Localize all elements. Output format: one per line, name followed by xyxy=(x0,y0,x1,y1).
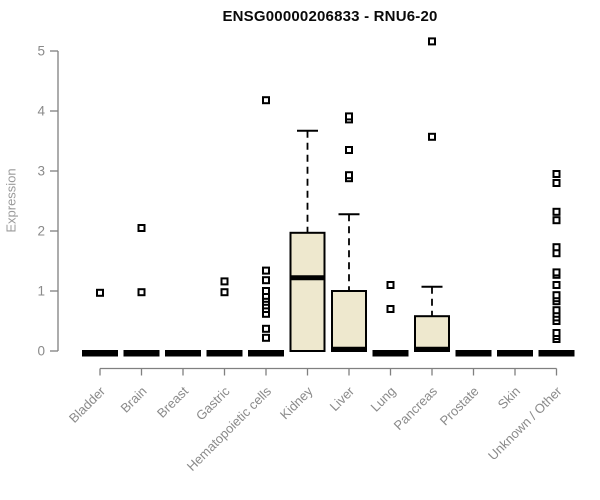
y-tick-label: 1 xyxy=(37,284,45,299)
x-category-label: Gastric xyxy=(193,383,233,423)
collapsed-box-Gastric xyxy=(206,350,243,357)
x-category-label: Prostate xyxy=(437,384,482,429)
outlier-point xyxy=(552,243,561,252)
outlier-point xyxy=(262,96,270,105)
outlier-point xyxy=(345,171,353,180)
outlier-point xyxy=(345,146,353,154)
x-category-label: Bladder xyxy=(66,383,109,426)
outlier-point xyxy=(552,207,561,216)
box-Pancreas xyxy=(414,315,450,353)
outlier-point xyxy=(428,37,436,46)
collapsed-box-Lung xyxy=(372,350,409,357)
outlier-point xyxy=(552,216,561,225)
outlier-point xyxy=(552,329,561,337)
collapsed-box-Skin xyxy=(497,350,533,357)
outlier-point xyxy=(137,288,146,297)
outlier-point xyxy=(552,306,561,315)
outlier-point xyxy=(262,276,270,285)
y-tick-label: 0 xyxy=(37,344,45,359)
outlier-point xyxy=(137,224,146,232)
x-category-label: Unknown / Other xyxy=(485,383,565,463)
x-category-label: Skin xyxy=(495,384,523,412)
outlier-point xyxy=(552,268,561,277)
y-tick-label: 5 xyxy=(37,44,45,59)
outlier-point xyxy=(220,277,229,286)
outlier-point xyxy=(386,281,395,289)
x-category-label: Breast xyxy=(154,383,191,420)
outlier-point xyxy=(552,170,561,178)
collapsed-box-Bladder xyxy=(82,350,118,357)
outlier-point xyxy=(552,179,561,187)
outlier-point xyxy=(386,305,395,313)
y-tick-label: 2 xyxy=(37,224,45,239)
chart-title: ENSG00000206833 - RNU6-20 xyxy=(222,8,438,25)
outlier-point xyxy=(262,333,270,342)
collapsed-box-Prostate xyxy=(455,350,492,357)
outlier-point xyxy=(552,291,561,300)
x-category-label: Brain xyxy=(118,384,150,416)
collapsed-box-Breast xyxy=(165,350,201,357)
x-category-label: Liver xyxy=(327,383,358,414)
outlier-point xyxy=(262,266,270,275)
y-tick-label: 4 xyxy=(37,104,45,119)
collapsed-box-Brain xyxy=(123,350,160,357)
outlier-point xyxy=(96,288,104,297)
x-category-label: Kidney xyxy=(277,383,316,422)
y-axis-title: Expression xyxy=(3,168,19,233)
box-Kidney xyxy=(289,231,326,352)
outlier-point xyxy=(428,132,436,141)
outlier-point xyxy=(262,287,270,295)
y-tick-label: 3 xyxy=(37,164,45,179)
outlier-point xyxy=(345,112,353,121)
outlier-point xyxy=(220,288,229,297)
box-Liver xyxy=(331,290,367,352)
collapsed-box-Hematopoieticcells xyxy=(248,350,284,357)
outlier-point xyxy=(262,324,270,333)
collapsed-box-UnknownOther xyxy=(538,350,575,357)
x-category-label: Pancreas xyxy=(391,383,441,433)
outlier-point xyxy=(552,281,561,289)
x-category-label: Lung xyxy=(368,384,399,415)
